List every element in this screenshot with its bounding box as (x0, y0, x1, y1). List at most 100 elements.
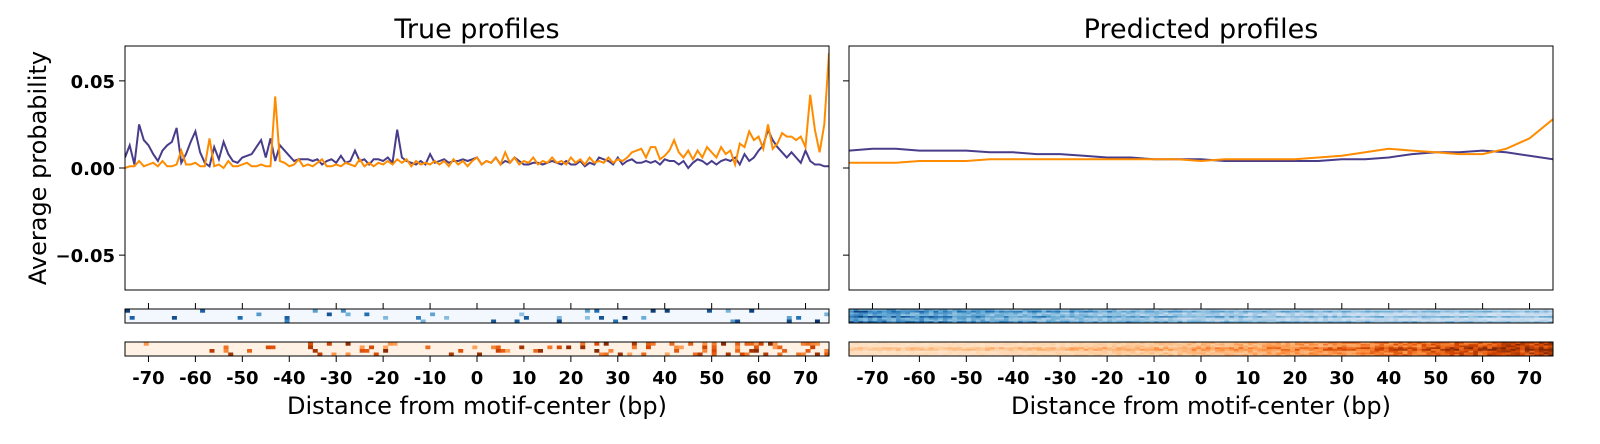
heatmap-cell (223, 349, 229, 353)
heatmap-cell (1280, 309, 1286, 311)
heatmap-cell (1050, 317, 1056, 320)
heatmap-cell (1083, 316, 1089, 318)
heatmap-cell (971, 310, 977, 313)
heatmap-cell (1337, 349, 1343, 351)
heatmap-cell (1365, 317, 1371, 320)
heatmap-cell (1421, 345, 1427, 348)
heatmap-cell (1440, 317, 1446, 320)
heatmap-cell (1430, 314, 1436, 317)
heatmap-cell (966, 342, 972, 344)
heatmap-cell (1266, 314, 1272, 317)
heatmap-cell (603, 342, 609, 346)
heatmap-cell (1435, 317, 1441, 320)
heatmap-cell (1233, 316, 1239, 318)
heatmap-cell (1196, 350, 1202, 353)
heatmap-cell (1477, 310, 1483, 313)
heatmap-cell (1125, 352, 1131, 355)
heatmap-cell (1243, 321, 1249, 324)
heatmap-cell (814, 352, 820, 357)
heatmap-cell (491, 345, 497, 350)
heatmap-cell (924, 314, 930, 317)
heatmap-cell (1398, 309, 1404, 311)
heatmap-cell (947, 317, 953, 320)
x-tick-label: 60 (746, 368, 771, 389)
heatmap-cell (895, 312, 901, 315)
heatmap-cell (858, 349, 864, 351)
heatmap-cell (1365, 310, 1371, 313)
heatmap-cell (919, 350, 925, 353)
heatmap-cell (1374, 352, 1380, 355)
heatmap-cell (1111, 352, 1117, 355)
heatmap-cell (1285, 342, 1291, 344)
heatmap-cell (1388, 310, 1394, 313)
heatmap-cell (1111, 312, 1117, 315)
heatmap-cell (1360, 347, 1366, 350)
heatmap-cell (1440, 352, 1446, 355)
heatmap-cell (721, 342, 727, 346)
heatmap-cell (1191, 349, 1197, 351)
heatmap-cell (1374, 321, 1380, 324)
heatmap-cell (1463, 342, 1469, 344)
heatmap-cell (1032, 312, 1038, 315)
heatmap-cell (1548, 347, 1554, 350)
heatmap-cell (1412, 352, 1418, 355)
heatmap-cell (1064, 343, 1070, 346)
heatmap-cell (1121, 321, 1127, 324)
heatmap-cell (1219, 321, 1225, 324)
heatmap-cell (1351, 354, 1357, 357)
heatmap-cell (1299, 321, 1305, 324)
heatmap-cell (1369, 314, 1375, 317)
heatmap-cell (1271, 319, 1277, 322)
heatmap-cell (824, 352, 830, 357)
heatmap-cell (1426, 345, 1432, 348)
heatmap-cell (1524, 343, 1530, 346)
heatmap-cell (1548, 350, 1554, 353)
heatmap-cell (1041, 314, 1047, 317)
heatmap-cell (975, 309, 981, 311)
y-tick-label: 0.00 (71, 159, 115, 180)
heatmap-cell (1337, 345, 1343, 348)
heatmap-cell (1215, 316, 1221, 318)
x-tick-label: -30 (320, 368, 353, 389)
heatmap-cell (1529, 345, 1535, 348)
heatmap-cell (1069, 321, 1075, 324)
heatmap-cell (1548, 316, 1554, 318)
heatmap-cell (980, 310, 986, 313)
heatmap-cell (1168, 319, 1174, 322)
heatmap-cell (1191, 354, 1197, 357)
heatmap-cell (1078, 343, 1084, 346)
heatmap-cell (1534, 316, 1540, 318)
heatmap-cell (905, 316, 911, 318)
heatmap-cell (1041, 317, 1047, 320)
heatmap-cell (947, 314, 953, 317)
heatmap-cell (1327, 316, 1333, 318)
heatmap-cell (1459, 343, 1465, 346)
heatmap-cell (702, 345, 708, 350)
heatmap-cell (1003, 343, 1009, 346)
heatmap-cell (1125, 354, 1131, 357)
heatmap-cell (1524, 316, 1530, 318)
heatmap-cell (985, 321, 991, 324)
heatmap-cell (1454, 321, 1460, 324)
heatmap-cell (1172, 321, 1178, 324)
heatmap-cell (1111, 345, 1117, 348)
heatmap-cell (999, 352, 1005, 355)
heatmap-cell (895, 342, 901, 344)
heatmap-cell (966, 345, 972, 348)
heatmap-cell (345, 352, 351, 357)
heatmap-cell (956, 345, 962, 348)
heatmap-cell (1515, 321, 1521, 324)
heatmap-cell (1224, 314, 1230, 317)
heatmap-cell (1290, 309, 1296, 311)
heatmap-cell (1050, 312, 1056, 315)
heatmap-cell (444, 316, 450, 320)
heatmap-cell (1473, 321, 1479, 324)
heatmap-cell (1308, 312, 1314, 315)
heatmap-cell (1304, 350, 1310, 353)
heatmap-cell (1430, 309, 1436, 311)
heatmap-cell (1388, 343, 1394, 346)
heatmap-cell (1468, 316, 1474, 318)
heatmap-cell (895, 321, 901, 324)
heatmap-cell (1008, 309, 1014, 311)
heatmap-cell (872, 314, 878, 317)
